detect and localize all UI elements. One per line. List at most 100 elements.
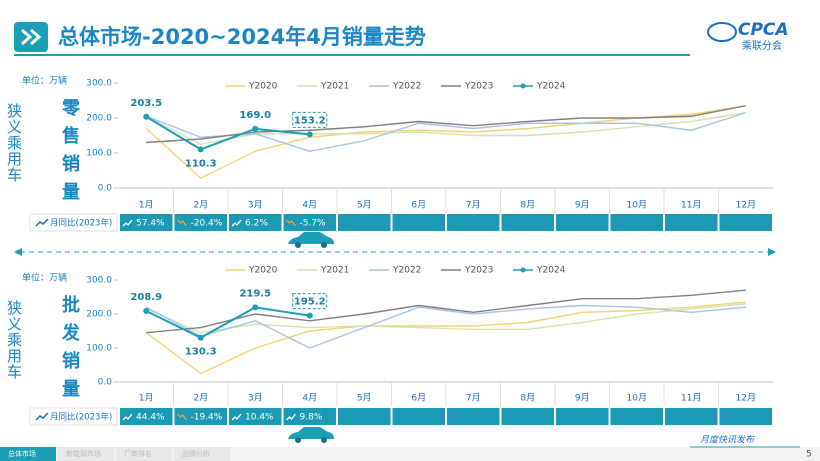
legend-label: Y2023: [464, 82, 493, 92]
data-point: [143, 113, 150, 120]
y-tick-label: 300.0: [86, 79, 112, 89]
series-line: [145, 306, 310, 339]
x-tick-label: 11月: [681, 393, 701, 404]
yoy-label: 月同比(2023年): [50, 412, 112, 423]
car-wheel: [295, 242, 301, 248]
yoy-trend-icon: [231, 413, 242, 421]
footer-tab: [174, 447, 230, 461]
yoy-cell: [174, 214, 227, 231]
y-tick-label: 100.0: [86, 344, 112, 354]
yoy-value: 57.4%: [136, 219, 165, 229]
unit-label: 单位：万辆: [22, 75, 67, 87]
yoy-icon: [35, 412, 49, 421]
x-tick-label: 2月: [193, 200, 208, 211]
yoy-value: -20.4%: [191, 219, 223, 229]
chart-title: 零售销量: [59, 98, 80, 210]
yoy-cell: [501, 214, 554, 231]
x-tick-label: 3月: [248, 200, 263, 211]
yoy-cell: [392, 408, 445, 425]
x-tick-label: 5月: [357, 393, 372, 404]
logo-mark: [707, 22, 737, 42]
legend-marker: [520, 267, 526, 273]
yoy-cell: [174, 408, 227, 425]
segment-label: 狭义乘用车: [5, 103, 23, 183]
yoy-cell: [338, 214, 391, 231]
y-tick-label: 0.0: [98, 378, 113, 388]
yoy-cell: [120, 214, 173, 231]
x-tick-label: 11月: [681, 200, 701, 211]
yoy-cell: [283, 214, 336, 231]
yoy-trend-icon: [122, 413, 133, 421]
slide-title: 总体市场-2020~2024年4月销量走势: [58, 25, 426, 49]
series-line: [145, 301, 746, 375]
data-label: 203.5: [130, 98, 162, 109]
series-line: [145, 105, 746, 180]
yoy-cell: [610, 214, 663, 231]
data-label: 195.2: [294, 297, 326, 308]
logo-subtext: 乘联分会: [742, 39, 782, 52]
segment-label: 狭义乘用车: [5, 300, 23, 380]
y-tick-label: 100.0: [86, 149, 112, 159]
yoy-icon: [35, 218, 49, 227]
yoy-cell: [229, 214, 282, 231]
car-wheel: [321, 242, 327, 248]
yoy-value: -5.7%: [300, 219, 327, 229]
x-tick-label: 4月: [302, 200, 317, 211]
car-wheel: [295, 437, 301, 443]
footer-tab-label: 总体市场: [8, 449, 36, 458]
yoy-cell: [447, 214, 500, 231]
x-tick-label: 3月: [248, 393, 263, 404]
legend-label: Y2024: [536, 266, 566, 276]
yoy-cell: [556, 214, 609, 231]
yoy-cell: [392, 214, 445, 231]
x-tick-label: 2月: [193, 393, 208, 404]
yoy-value: 6.2%: [245, 219, 268, 229]
series-line: [145, 112, 746, 145]
x-tick-label: 1月: [139, 200, 154, 211]
data-label: 130.3: [185, 347, 217, 358]
yoy-cell: [120, 408, 173, 425]
data-label: 153.2: [294, 115, 326, 126]
footer-tab-label: 厂商排名: [124, 449, 152, 458]
yoy-cell: [447, 408, 500, 425]
legend-label: Y2024: [536, 82, 566, 92]
title-chevrons: [21, 28, 42, 46]
x-tick-label: 1月: [139, 393, 154, 404]
label-box: [292, 111, 328, 128]
legend-marker: [520, 83, 526, 89]
x-tick-label: 7月: [466, 200, 481, 211]
data-label: 219.5: [239, 288, 271, 299]
yoy-cell: [501, 408, 554, 425]
x-tick-label: 9月: [575, 200, 590, 211]
yoy-trend-icon: [231, 219, 242, 227]
x-tick-label: 12月: [736, 393, 756, 404]
yoy-label-cell: [29, 407, 118, 426]
x-tick-label: 6月: [411, 200, 426, 211]
footer-tab-label: 品牌分析: [182, 449, 210, 458]
y-tick-label: 300.0: [86, 276, 112, 286]
data-point: [306, 312, 313, 319]
footer-tab: [58, 447, 114, 461]
x-tick-label: 8月: [520, 200, 535, 211]
label-box: [292, 293, 328, 310]
x-tick-label: 10月: [627, 393, 647, 404]
data-point: [197, 334, 204, 341]
data-label: 208.9: [130, 292, 162, 303]
yoy-cell: [556, 408, 609, 425]
legend-label: Y2022: [392, 82, 421, 92]
yoy-value: 44.4%: [136, 413, 165, 423]
yoy-trend-icon: [122, 219, 133, 227]
yoy-cell: [283, 408, 336, 425]
yoy-trend-icon: [286, 413, 297, 421]
page-number: 5: [806, 450, 812, 460]
yoy-cell: [719, 408, 772, 425]
legend-label: Y2022: [392, 266, 421, 276]
data-point: [252, 125, 259, 132]
car-wheel: [321, 437, 327, 443]
car-icon: [288, 232, 334, 244]
series-line: [145, 115, 310, 151]
data-point: [306, 131, 313, 138]
yoy-cell: [665, 214, 718, 231]
series-line: [145, 303, 746, 334]
unit-label: 单位：万辆: [22, 272, 67, 284]
